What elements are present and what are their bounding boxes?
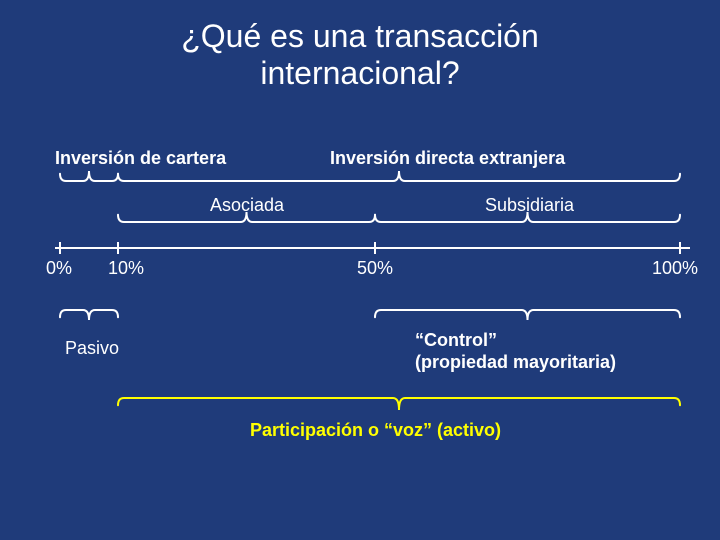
tick-label-0: 0% — [46, 258, 72, 279]
label-inversion-directa: Inversión directa extranjera — [330, 148, 565, 169]
label-inversion-cartera: Inversión de cartera — [55, 148, 226, 169]
control-line2: (propiedad mayoritaria) — [415, 352, 616, 372]
control-line1: “Control” — [415, 330, 497, 350]
label-asociada: Asociada — [210, 195, 284, 216]
label-pasivo: Pasivo — [65, 338, 119, 359]
tick-label-50: 50% — [357, 258, 393, 279]
tick-label-10: 10% — [108, 258, 144, 279]
label-subsidiaria: Subsidiaria — [485, 195, 574, 216]
label-control: “Control” (propiedad mayoritaria) — [415, 330, 616, 373]
label-participacion: Participación o “voz” (activo) — [250, 420, 501, 441]
tick-label-100: 100% — [652, 258, 698, 279]
